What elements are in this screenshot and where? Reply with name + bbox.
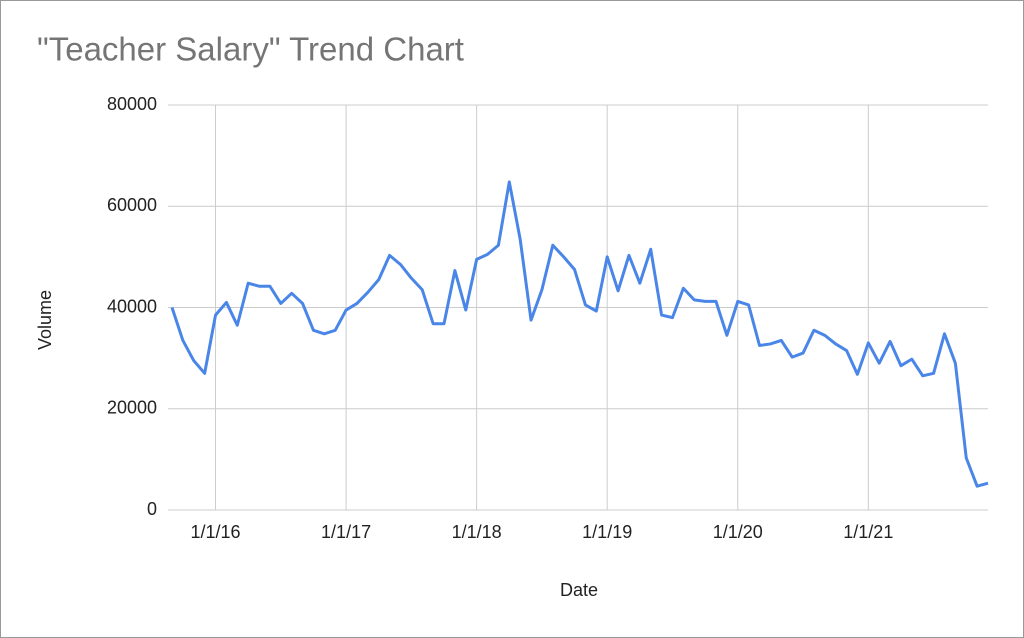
y-tick-label: 0 [147, 499, 157, 519]
x-tick-label: 1/1/20 [713, 522, 763, 542]
y-tick-label: 20000 [107, 398, 157, 418]
x-tick-label: 1/1/18 [452, 522, 502, 542]
y-axis-label: Volume [35, 290, 55, 350]
y-tick-label: 60000 [107, 195, 157, 215]
chart-title: "Teacher Salary" Trend Chart [37, 31, 464, 68]
y-tick-label: 40000 [107, 296, 157, 316]
data-line [170, 180, 989, 488]
x-tick-label: 1/1/21 [843, 522, 893, 542]
y-tick-label: 80000 [107, 94, 157, 114]
x-tick-label: 1/1/16 [190, 522, 240, 542]
x-axis-label: Date [560, 580, 598, 600]
x-tick-label: 1/1/17 [321, 522, 371, 542]
x-tick-label: 1/1/19 [582, 522, 632, 542]
